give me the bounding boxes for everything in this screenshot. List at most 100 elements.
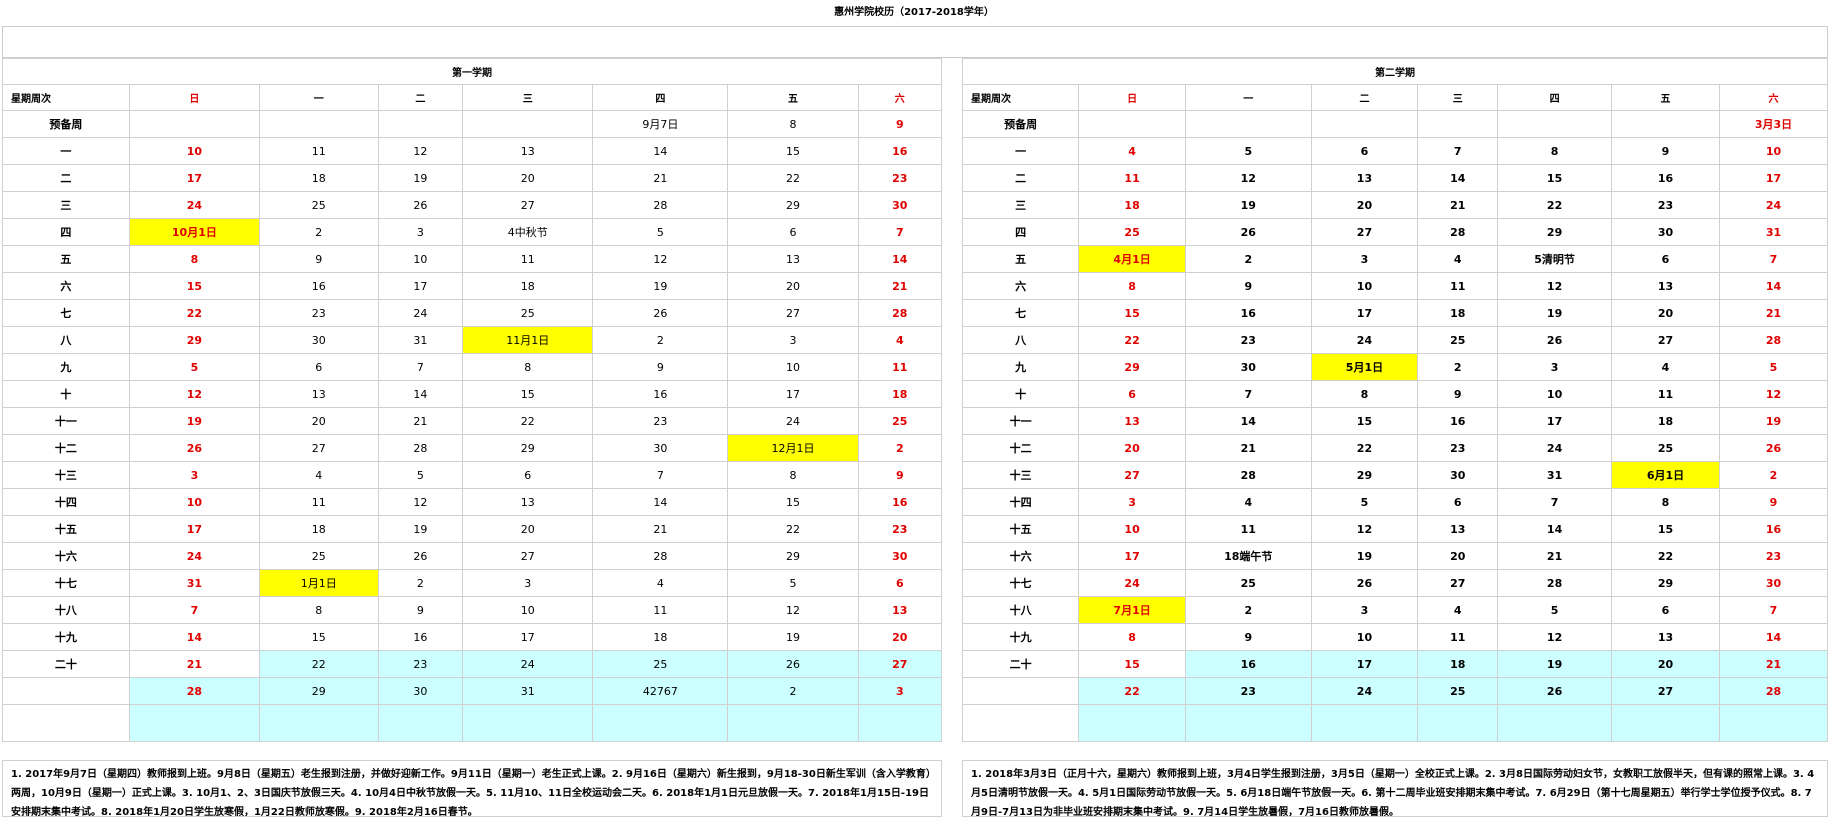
day-cell: 3: [857, 677, 943, 705]
day-cell: 11: [1611, 380, 1720, 408]
day-cell: 26: [1184, 218, 1312, 246]
week-label: 十一: [961, 407, 1080, 435]
day-cell: 22: [128, 299, 261, 327]
day-cell: 9: [259, 245, 379, 273]
day-cell: 7: [857, 218, 943, 246]
day-cell: 26: [1497, 677, 1612, 705]
day-cell: 14: [1417, 164, 1499, 192]
week-label: 五: [961, 245, 1080, 273]
weekday-header: 一: [1184, 84, 1312, 111]
day-cell: 26: [377, 191, 464, 219]
day-cell: 19: [1310, 542, 1419, 570]
week-label: 十七: [961, 569, 1080, 597]
day-cell: [1417, 110, 1499, 138]
day-cell: 10: [377, 245, 464, 273]
day-cell: 8: [128, 245, 261, 273]
day-cell: 21: [1497, 542, 1612, 570]
day-cell: 20: [1611, 650, 1720, 678]
day-cell: 18端午节: [1184, 542, 1312, 570]
week-row: 22 23 24 25 26 27 28: [961, 677, 1829, 705]
day-cell: 23: [1184, 677, 1312, 705]
week-row: 十七 31 1月1日 2 3 4 5 6: [2, 569, 943, 597]
week-row: 十三 3 4 5 6 7 8 9: [2, 461, 943, 489]
week-row: 一 10 11 12 13 14 15 16: [2, 137, 943, 165]
day-cell: 14: [592, 137, 729, 165]
week-label: [961, 677, 1080, 705]
day-cell: 15: [727, 488, 859, 516]
day-cell: 11: [1078, 164, 1186, 192]
week-label: 十九: [2, 623, 130, 651]
weekday-header: 四: [592, 84, 729, 111]
day-cell: 24: [377, 299, 464, 327]
day-cell: 8: [727, 110, 859, 138]
day-cell: 30: [592, 434, 729, 462]
day-cell: 27: [727, 299, 859, 327]
day-cell: 4: [857, 326, 943, 354]
week-row: 十九 14 15 16 17 18 19 20: [2, 623, 943, 651]
week-label: 十六: [961, 542, 1080, 570]
week-row: 九 5 6 7 8 9 10 11: [2, 353, 943, 381]
day-cell: 25: [259, 542, 379, 570]
day-cell: 23: [1718, 542, 1829, 570]
week-label: [961, 704, 1080, 742]
weekday-header-row: 星期周次日一二三四五六: [961, 84, 1829, 111]
day-cell: 7: [128, 596, 261, 624]
day-cell: 10: [1310, 623, 1419, 651]
day-cell: 15: [1611, 515, 1720, 543]
day-cell: 11: [857, 353, 943, 381]
day-cell: 6: [462, 461, 594, 489]
day-cell: 8: [1611, 488, 1720, 516]
day-cell: 18: [1417, 299, 1499, 327]
week-row: 六 15 16 17 18 19 20 21: [2, 272, 943, 300]
semester-title-row: 第一学期: [2, 58, 942, 85]
day-cell: 29: [1078, 353, 1186, 381]
day-cell: [259, 704, 379, 742]
day-cell: 13: [1078, 407, 1186, 435]
day-cell: 28: [592, 191, 729, 219]
day-cell: [1611, 110, 1720, 138]
day-cell: 23: [1184, 326, 1312, 354]
day-cell: 15: [1310, 407, 1419, 435]
day-cell: 9月7日: [592, 110, 729, 138]
week-label: [2, 677, 130, 705]
day-cell: 29: [727, 542, 859, 570]
day-cell: 28: [1718, 677, 1829, 705]
week-label: 十二: [2, 434, 130, 462]
day-cell: 26: [377, 542, 464, 570]
day-cell: 18: [462, 272, 594, 300]
day-cell: 3: [1078, 488, 1186, 516]
day-cell: 24: [1078, 569, 1186, 597]
day-cell: 17: [727, 380, 859, 408]
semester-2-notes: 1. 2018年3月3日（正月十六，星期六）教师报到上班，3月4日学生报到注册，…: [962, 760, 1828, 817]
day-cell: 6: [1417, 488, 1499, 516]
week-label: 九: [961, 353, 1080, 381]
day-cell: 6: [857, 569, 943, 597]
day-cell: 31: [377, 326, 464, 354]
day-cell: 24: [1497, 434, 1612, 462]
day-cell: 8: [1078, 623, 1186, 651]
day-cell: 11: [259, 488, 379, 516]
day-cell: 12: [377, 137, 464, 165]
day-cell: 12: [1310, 515, 1419, 543]
day-cell: 20: [727, 272, 859, 300]
day-cell: 20: [259, 407, 379, 435]
day-cell: 5清明节: [1497, 245, 1612, 273]
week-row: 二 17 18 19 20 21 22 23: [2, 164, 943, 192]
day-cell: 18: [1417, 650, 1499, 678]
day-cell: 19: [1184, 191, 1312, 219]
day-cell: 17: [377, 272, 464, 300]
day-cell: [128, 110, 261, 138]
day-cell: 7月1日: [1078, 596, 1186, 624]
week-label: 二十: [2, 650, 130, 678]
day-cell: 14: [128, 623, 261, 651]
day-cell: 8: [1497, 137, 1612, 165]
day-cell: 10: [462, 596, 594, 624]
week-row: 十八 7月1日 2 3 4 5 6 7: [961, 596, 1829, 624]
day-cell: 7: [377, 353, 464, 381]
day-cell: 2: [1184, 245, 1312, 273]
day-cell: 15: [462, 380, 594, 408]
day-cell: 15: [1078, 650, 1186, 678]
week-row: 十二 26 27 28 29 30 12月1日 2: [2, 434, 943, 462]
day-cell: 27: [1417, 569, 1499, 597]
week-row: 预备周 3月3日: [961, 110, 1829, 138]
